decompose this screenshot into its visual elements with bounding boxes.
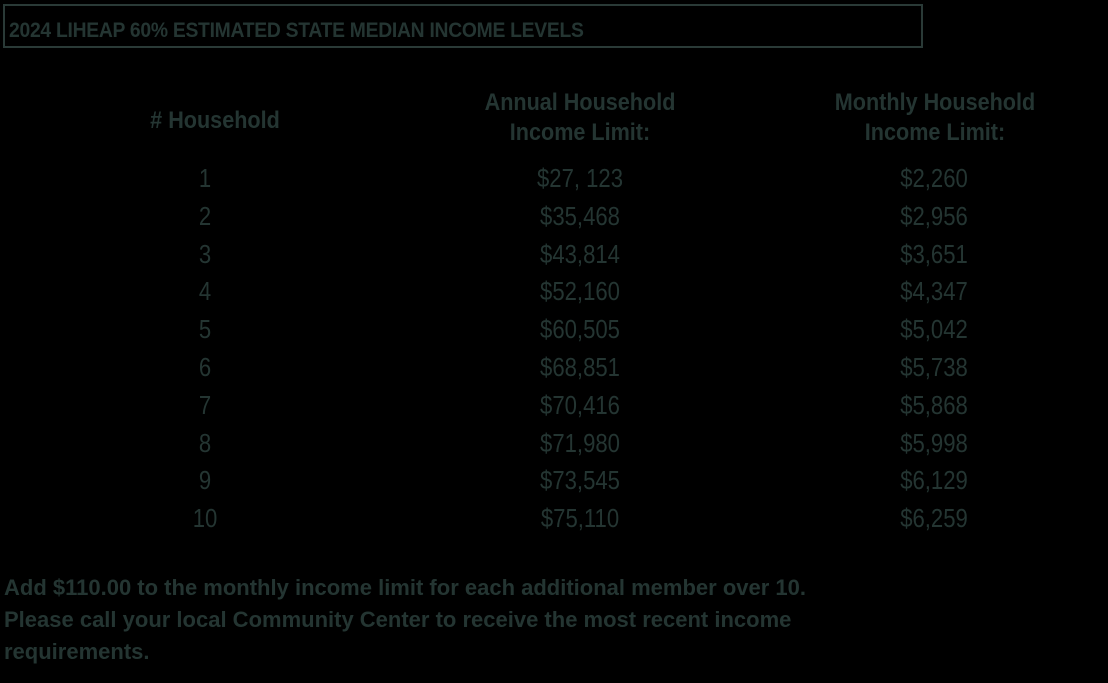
household-size-cell: 3 bbox=[198, 238, 212, 269]
footnote: Add $110.00 to the monthly income limit … bbox=[4, 572, 1104, 668]
annual-limit-cell: $52,160 bbox=[540, 276, 620, 307]
annual-limit-cell: $68,851 bbox=[540, 351, 620, 382]
monthly-limit-cell: $6,259 bbox=[900, 503, 968, 534]
table-row: 2 $35,468 $2,956 bbox=[0, 198, 1108, 236]
table-row: 3 $43,814 $3,651 bbox=[0, 236, 1108, 274]
annual-limit-cell: $35,468 bbox=[540, 200, 620, 231]
header-annual-income: Annual Household Income Limit: bbox=[445, 88, 715, 148]
monthly-limit-cell: $6,129 bbox=[900, 465, 968, 496]
household-size-cell: 1 bbox=[198, 163, 212, 193]
page-title: 2024 LIHEAP 60% ESTIMATED STATE MEDIAN I… bbox=[9, 19, 584, 42]
monthly-limit-cell: $5,868 bbox=[900, 389, 968, 420]
annual-limit-cell: $73,545 bbox=[540, 465, 620, 496]
header-monthly-line2: Income Limit: bbox=[864, 119, 1006, 146]
header-monthly-income: Monthly Household Income Limit: bbox=[796, 88, 1075, 148]
annual-limit-cell: $27, 123 bbox=[536, 163, 624, 193]
title-box: 2024 LIHEAP 60% ESTIMATED STATE MEDIAN I… bbox=[3, 4, 923, 48]
monthly-limit-cell: $5,738 bbox=[900, 351, 968, 382]
header-household: # Household bbox=[112, 106, 319, 136]
household-size-cell: 7 bbox=[198, 389, 212, 420]
header-annual-line1: Annual Household bbox=[484, 89, 676, 116]
annual-limit-cell: $71,980 bbox=[540, 427, 620, 458]
table-row: 4 $52,160 $4,347 bbox=[0, 273, 1108, 311]
household-size-cell: 2 bbox=[198, 200, 212, 231]
annual-limit-cell: $75,110 bbox=[540, 503, 620, 534]
table-row: 5 $60,505 $5,042 bbox=[0, 311, 1108, 349]
header-household-label: # Household bbox=[150, 107, 280, 134]
household-size-cell: 9 bbox=[198, 465, 212, 496]
table-body: 1 $27, 123 $2,260 2 $35,468 $2,956 3 $43… bbox=[0, 160, 1108, 538]
household-size-cell: 10 bbox=[192, 503, 218, 534]
table-row: 10 $75,110 $6,259 bbox=[0, 500, 1108, 538]
header-monthly-line1: Monthly Household bbox=[834, 89, 1036, 116]
monthly-limit-cell: $4,347 bbox=[900, 276, 968, 307]
table-row: 1 $27, 123 $2,260 bbox=[0, 160, 1108, 198]
annual-limit-cell: $60,505 bbox=[540, 314, 620, 345]
monthly-limit-cell: $2,260 bbox=[900, 163, 968, 193]
footnote-additional-member: Add $110.00 to the monthly income limit … bbox=[4, 575, 806, 600]
table-row: 6 $68,851 $5,738 bbox=[0, 349, 1108, 387]
footnote-contact-line-cont: requirements. bbox=[4, 639, 150, 664]
annual-limit-cell: $70,416 bbox=[540, 389, 620, 420]
monthly-limit-cell: $5,998 bbox=[900, 427, 968, 458]
monthly-limit-cell: $2,956 bbox=[900, 200, 968, 231]
monthly-limit-cell: $5,042 bbox=[900, 314, 968, 345]
header-annual-line2: Income Limit: bbox=[509, 119, 651, 146]
table-row: 9 $73,545 $6,129 bbox=[0, 462, 1108, 500]
table-row: 7 $70,416 $5,868 bbox=[0, 387, 1108, 425]
footnote-contact-line: Please call your local Community Center … bbox=[4, 607, 792, 632]
household-size-cell: 8 bbox=[198, 427, 212, 458]
household-size-cell: 6 bbox=[198, 351, 212, 382]
annual-limit-cell: $43,814 bbox=[540, 238, 620, 269]
table-row: 8 $71,980 $5,998 bbox=[0, 425, 1108, 463]
household-size-cell: 5 bbox=[198, 314, 212, 345]
household-size-cell: 4 bbox=[198, 276, 212, 307]
monthly-limit-cell: $3,651 bbox=[900, 238, 968, 269]
